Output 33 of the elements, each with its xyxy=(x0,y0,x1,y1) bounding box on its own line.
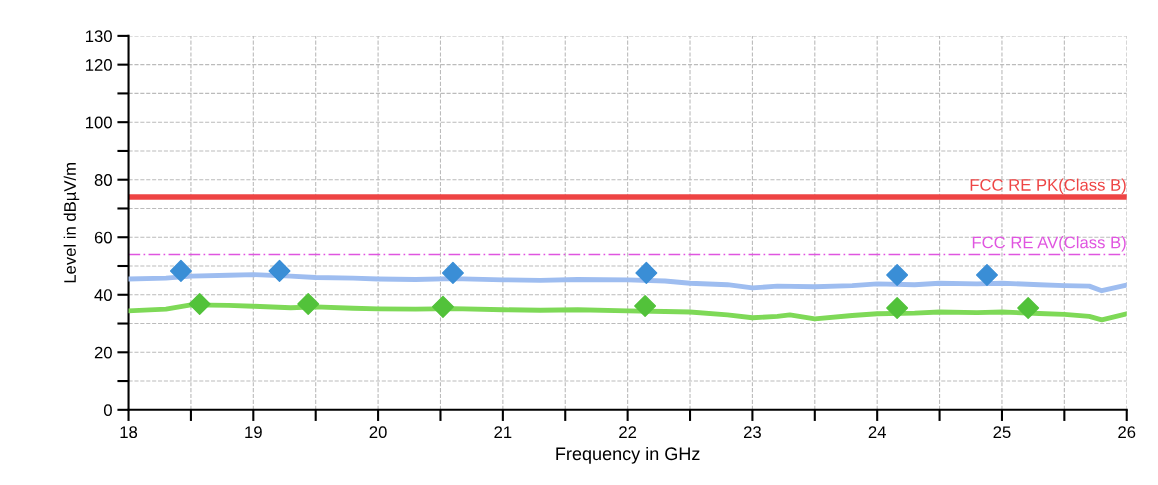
point xyxy=(169,259,192,282)
y-tick-label: 40 xyxy=(94,289,112,301)
point xyxy=(635,261,658,284)
x-axis-title: Frequency in GHz xyxy=(556,446,700,464)
point xyxy=(297,292,320,315)
x-tick-label: 24 xyxy=(868,426,886,438)
x-tick-label: 21 xyxy=(494,426,512,438)
y-tick-label: 60 xyxy=(94,231,112,244)
ref-line-label: FCC RE AV(Class B) xyxy=(972,236,1126,252)
x-tick-label: 22 xyxy=(619,426,637,438)
y-tick-label: 80 xyxy=(94,174,112,186)
point xyxy=(634,294,657,317)
point xyxy=(1017,297,1040,319)
y-tick-label: 120 xyxy=(86,59,112,71)
point xyxy=(886,297,909,319)
point xyxy=(886,263,909,286)
y-tick-label: 100 xyxy=(86,116,112,129)
point xyxy=(188,292,211,315)
y-tick-label: 130 xyxy=(86,30,112,43)
point xyxy=(441,261,464,284)
x-tick-label: 23 xyxy=(743,426,761,439)
x-tick-label: 20 xyxy=(369,426,387,439)
x-tick-label: 25 xyxy=(993,426,1011,439)
y-axis-title: Level in dBµV/m xyxy=(63,163,80,283)
ref-line-label: FCC RE PK(Class B) xyxy=(970,178,1126,195)
point xyxy=(431,295,454,318)
x-tick-label: 26 xyxy=(1118,426,1136,439)
y-tick-label: 0 xyxy=(103,404,112,417)
point xyxy=(268,259,291,282)
x-tick-label: 18 xyxy=(120,426,138,439)
point xyxy=(975,263,998,286)
y-tick-label: 20 xyxy=(94,346,112,359)
x-tick-label: 19 xyxy=(245,426,262,439)
